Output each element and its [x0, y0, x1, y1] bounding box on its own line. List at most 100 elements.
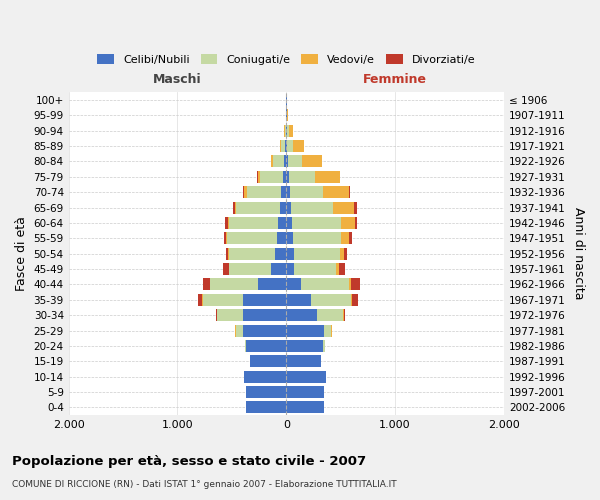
Bar	[244, 370, 286, 382]
Bar	[286, 309, 317, 321]
Bar	[246, 340, 286, 352]
Bar	[286, 186, 290, 198]
Bar	[333, 202, 355, 213]
Bar	[290, 202, 333, 213]
Bar	[341, 217, 355, 229]
Bar	[286, 386, 324, 398]
Bar	[293, 232, 341, 244]
Bar	[288, 156, 302, 168]
Bar	[350, 278, 360, 290]
Bar	[341, 232, 349, 244]
Bar	[311, 294, 351, 306]
Bar	[229, 263, 271, 275]
Bar	[227, 217, 229, 229]
Bar	[286, 324, 325, 336]
Text: Femmine: Femmine	[363, 73, 427, 86]
Bar	[286, 340, 323, 352]
Bar	[344, 309, 345, 321]
Bar	[245, 340, 246, 352]
Bar	[243, 309, 286, 321]
Bar	[275, 248, 286, 260]
Bar	[284, 156, 286, 168]
Bar	[203, 294, 243, 306]
Bar	[250, 356, 286, 368]
Bar	[286, 402, 324, 413]
Bar	[286, 124, 287, 136]
Bar	[278, 217, 286, 229]
Bar	[285, 124, 286, 136]
Bar	[281, 140, 285, 152]
Bar	[349, 186, 350, 198]
Bar	[273, 156, 284, 168]
Bar	[229, 248, 275, 260]
Bar	[243, 324, 286, 336]
Bar	[355, 217, 357, 229]
Bar	[243, 294, 286, 306]
Bar	[344, 248, 347, 260]
Bar	[355, 202, 357, 213]
Bar	[244, 186, 247, 198]
Bar	[302, 156, 322, 168]
Bar	[349, 232, 352, 244]
Bar	[235, 202, 236, 213]
Bar	[352, 294, 358, 306]
Bar	[247, 186, 281, 198]
Bar	[286, 232, 293, 244]
Bar	[292, 217, 341, 229]
Text: Popolazione per età, sesso e stato civile - 2007: Popolazione per età, sesso e stato civil…	[12, 455, 366, 468]
Text: Maschi: Maschi	[153, 73, 202, 86]
Bar	[315, 171, 340, 183]
Bar	[325, 324, 331, 336]
Bar	[246, 386, 286, 398]
Bar	[217, 309, 243, 321]
Bar	[340, 248, 344, 260]
Bar	[233, 202, 235, 213]
Bar	[286, 171, 289, 183]
Bar	[277, 232, 286, 244]
Bar	[287, 124, 289, 136]
Bar	[286, 248, 294, 260]
Bar	[286, 356, 320, 368]
Bar	[286, 140, 287, 152]
Bar	[317, 309, 343, 321]
Bar	[271, 156, 273, 168]
Bar	[229, 217, 278, 229]
Bar	[323, 340, 325, 352]
Bar	[226, 232, 227, 244]
Bar	[203, 278, 209, 290]
Bar	[227, 232, 277, 244]
Bar	[349, 278, 350, 290]
Bar	[286, 217, 292, 229]
Bar	[210, 278, 258, 290]
Bar	[290, 186, 323, 198]
Bar	[289, 124, 293, 136]
Bar	[301, 278, 349, 290]
Y-axis label: Fasce di età: Fasce di età	[15, 216, 28, 291]
Bar	[286, 294, 311, 306]
Bar	[236, 324, 243, 336]
Bar	[286, 263, 295, 275]
Bar	[323, 186, 349, 198]
Bar	[293, 140, 304, 152]
Bar	[340, 263, 345, 275]
Bar	[286, 370, 326, 382]
Bar	[280, 202, 286, 213]
Bar	[289, 171, 315, 183]
Bar	[287, 140, 293, 152]
Bar	[260, 171, 283, 183]
Bar	[283, 171, 286, 183]
Bar	[285, 140, 286, 152]
Bar	[224, 232, 226, 244]
Bar	[246, 402, 286, 413]
Bar	[286, 278, 301, 290]
Legend: Celibi/Nubili, Coniugati/e, Vedovi/e, Divorziati/e: Celibi/Nubili, Coniugati/e, Vedovi/e, Di…	[93, 50, 479, 69]
Bar	[336, 263, 340, 275]
Bar	[216, 309, 217, 321]
Bar	[286, 202, 290, 213]
Bar	[286, 156, 288, 168]
Bar	[236, 202, 280, 213]
Bar	[281, 186, 286, 198]
Bar	[271, 263, 286, 275]
Bar	[223, 263, 229, 275]
Bar	[295, 263, 336, 275]
